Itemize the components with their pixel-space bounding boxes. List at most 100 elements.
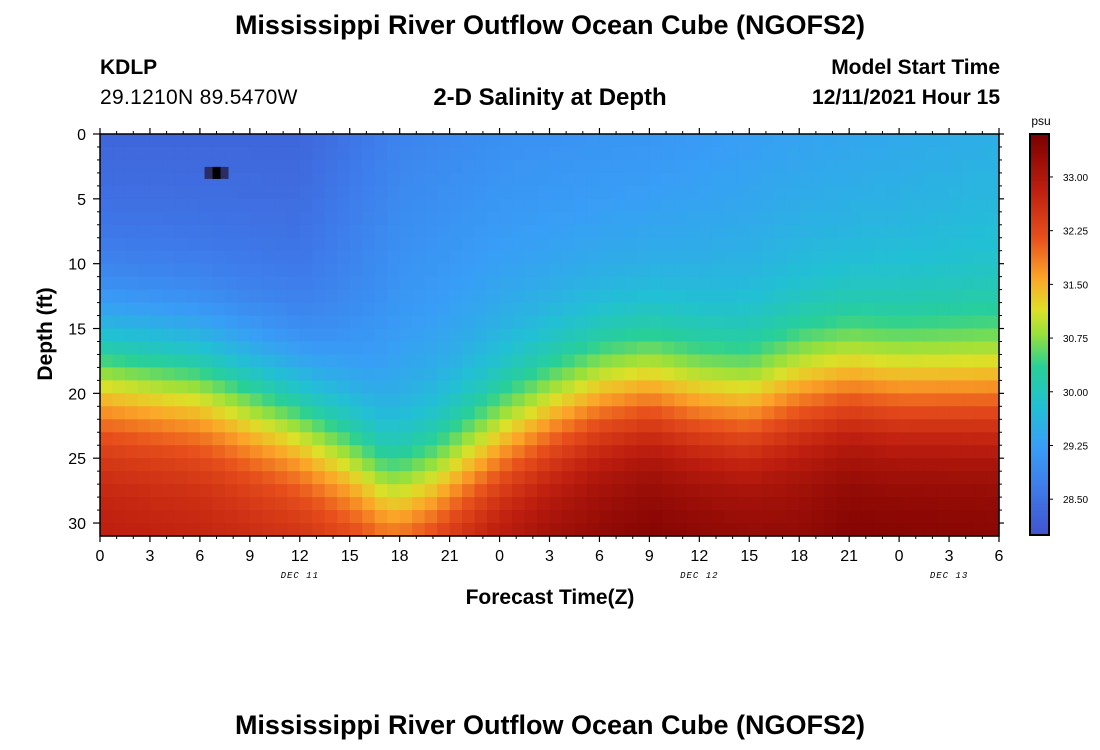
heatmap-cell bbox=[437, 159, 451, 174]
heatmap-cell bbox=[299, 497, 313, 511]
heatmap-cell bbox=[886, 341, 900, 356]
heatmap-cell bbox=[586, 445, 601, 459]
heatmap-cell bbox=[749, 419, 763, 433]
heatmap-cell bbox=[324, 419, 338, 433]
heatmap-cell bbox=[374, 523, 388, 537]
heatmap-cell bbox=[487, 406, 501, 420]
heatmap-cell bbox=[199, 380, 213, 394]
heatmap-cell bbox=[112, 497, 126, 511]
heatmap-cell bbox=[174, 497, 189, 511]
heatmap-cell bbox=[312, 510, 326, 524]
heatmap-cell bbox=[761, 380, 775, 394]
heatmap-cell bbox=[774, 510, 788, 524]
heatmap-cell bbox=[187, 250, 201, 265]
heatmap-cell bbox=[224, 263, 238, 278]
heatmap-cell bbox=[949, 159, 963, 174]
heatmap-cell bbox=[811, 497, 825, 511]
heatmap-cell bbox=[761, 458, 775, 472]
heatmap-cell bbox=[874, 367, 888, 381]
heatmap-cell bbox=[212, 406, 226, 420]
heatmap-cell bbox=[736, 250, 750, 265]
heatmap-cell bbox=[237, 458, 251, 472]
heatmap-cell bbox=[524, 198, 538, 213]
heatmap-cell bbox=[287, 380, 301, 394]
heatmap-cell bbox=[561, 224, 576, 239]
heatmap-cell bbox=[699, 198, 713, 213]
heatmap-cell bbox=[149, 458, 164, 472]
heatmap-cell bbox=[412, 159, 426, 174]
heatmap-cell bbox=[649, 458, 663, 472]
heatmap-cell bbox=[699, 406, 713, 420]
heatmap-cell bbox=[174, 354, 189, 369]
heatmap-cell bbox=[249, 224, 263, 239]
heatmap-cell bbox=[861, 445, 875, 459]
heatmap-cell bbox=[487, 237, 501, 252]
heatmap-cell bbox=[811, 367, 825, 381]
heatmap-cell bbox=[537, 419, 551, 433]
heatmap-cell bbox=[586, 497, 601, 511]
heatmap-cell bbox=[274, 380, 288, 394]
heatmap-cell bbox=[287, 523, 301, 537]
heatmap-cell bbox=[499, 198, 513, 213]
heatmap-cell bbox=[924, 328, 938, 343]
heatmap-cell bbox=[661, 432, 675, 446]
heatmap-cell bbox=[761, 276, 775, 291]
heatmap-cell bbox=[686, 146, 700, 161]
heatmap-cell bbox=[624, 432, 638, 446]
heatmap-cell bbox=[474, 315, 488, 330]
heatmap-cell bbox=[137, 146, 151, 161]
heatmap-cell bbox=[911, 289, 925, 304]
heatmap-cell bbox=[611, 406, 626, 420]
heatmap-cell bbox=[874, 445, 888, 459]
heatmap-cell bbox=[137, 523, 151, 537]
heatmap-cell bbox=[112, 185, 126, 200]
heatmap-cell bbox=[424, 146, 438, 161]
heatmap-cell bbox=[561, 250, 576, 265]
heatmap-cell bbox=[586, 367, 601, 381]
heatmap-cell bbox=[162, 471, 176, 485]
heatmap-cell bbox=[349, 458, 363, 472]
heatmap-cell bbox=[337, 302, 351, 317]
heatmap-cell bbox=[324, 159, 338, 174]
heatmap-cell bbox=[711, 289, 725, 304]
heatmap-cell bbox=[861, 146, 875, 161]
heatmap-cell bbox=[499, 406, 513, 420]
heatmap-layer bbox=[100, 134, 1000, 537]
heatmap-cell bbox=[212, 484, 226, 498]
heatmap-cell bbox=[749, 523, 763, 537]
heatmap-cell bbox=[524, 250, 538, 265]
heatmap-cell bbox=[761, 354, 775, 369]
heatmap-cell bbox=[549, 237, 563, 252]
heatmap-cell bbox=[487, 367, 501, 381]
heatmap-cell bbox=[774, 315, 788, 330]
heatmap-cell bbox=[162, 172, 176, 187]
heatmap-cell bbox=[299, 159, 313, 174]
heatmap-cell bbox=[149, 406, 164, 420]
heatmap-cell bbox=[349, 263, 363, 278]
heatmap-cell bbox=[499, 484, 513, 498]
heatmap-cell bbox=[674, 211, 688, 226]
heatmap-cell bbox=[986, 276, 1000, 291]
heatmap-cell bbox=[424, 380, 438, 394]
heatmap-cell bbox=[874, 328, 888, 343]
heatmap-cell bbox=[362, 172, 376, 187]
heatmap-cell bbox=[836, 445, 850, 459]
heatmap-cell bbox=[112, 419, 126, 433]
heatmap-cell bbox=[299, 458, 313, 472]
heatmap-cell bbox=[649, 276, 663, 291]
heatmap-cell bbox=[337, 432, 351, 446]
heatmap-cell bbox=[537, 289, 551, 304]
heatmap-cell bbox=[961, 328, 975, 343]
heatmap-cell bbox=[237, 302, 251, 317]
heatmap-cell bbox=[112, 224, 126, 239]
heatmap-cell bbox=[936, 302, 950, 317]
heatmap-cell bbox=[886, 367, 900, 381]
heatmap-cell bbox=[524, 406, 538, 420]
heatmap-cell bbox=[100, 367, 114, 381]
heatmap-cell bbox=[337, 263, 351, 278]
heatmap-cell bbox=[437, 276, 451, 291]
heatmap-cell bbox=[362, 224, 376, 239]
heatmap-cell bbox=[649, 523, 663, 537]
heatmap-cell bbox=[100, 172, 114, 187]
heatmap-cell bbox=[274, 134, 288, 148]
